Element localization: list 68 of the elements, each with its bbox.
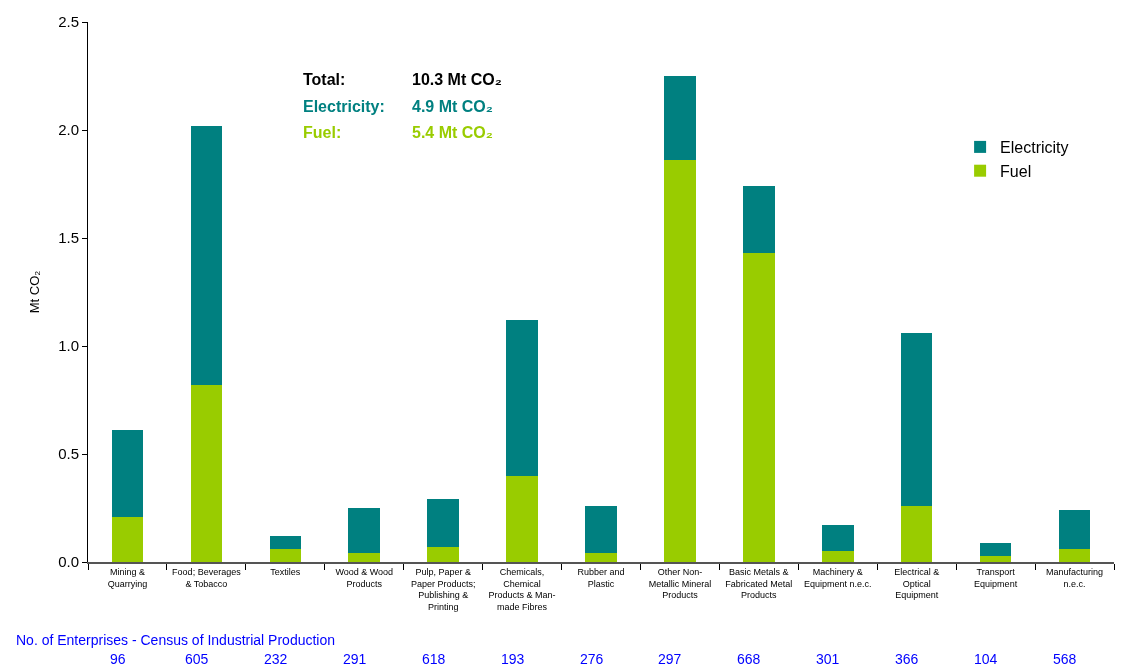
text: 193: [501, 651, 525, 666]
bar: [111, 516, 144, 562]
x-tick-label: Wood & Wood Products: [335, 566, 394, 589]
x-tick-label: Pulp, Paper & Paper Products; Publishing & Printing: [410, 566, 476, 612]
bar: [821, 551, 854, 562]
text: 668: [737, 651, 761, 666]
bar: [585, 505, 617, 554]
bar: [743, 186, 775, 254]
text: 366: [895, 651, 919, 666]
bar: [190, 384, 223, 562]
bar: [506, 320, 538, 476]
bar: [190, 125, 223, 385]
bar: [821, 525, 854, 552]
text: 297: [658, 651, 682, 666]
annotation: 5.4 Mt CO₂: [412, 124, 493, 141]
text: 276: [580, 651, 604, 666]
bar: [506, 475, 538, 562]
bar: [269, 536, 302, 550]
bar: [348, 508, 381, 554]
y-tick-label: 1.0: [58, 337, 79, 355]
bar: [427, 499, 459, 547]
bar: [585, 553, 617, 562]
x-tick-label: Other Non- Metallic Mineral Products: [648, 566, 712, 601]
text: 104: [974, 651, 998, 666]
bar: [1058, 510, 1091, 550]
text: No. of Enterprises - Census of Industrial Production: [16, 632, 336, 648]
annotation: 10.3 Mt CO₂: [412, 71, 502, 88]
x-tick-label: Machinery & Equipment n.e.c.: [804, 566, 872, 589]
text: 301: [816, 651, 840, 666]
x-tick-label: Rubber and Plastic: [577, 566, 625, 589]
y-tick-label: 0.0: [58, 553, 79, 571]
text: 96: [110, 651, 126, 666]
bar: [979, 542, 1012, 556]
annotation: Total:: [303, 71, 346, 88]
x-tick-label: Mining & Quarrying: [107, 566, 148, 589]
x-tick-label: Electrical & Optical Equipment: [894, 566, 940, 601]
x-tick-label: Textiles: [270, 566, 301, 577]
bar: [1058, 549, 1091, 562]
y-tick-label: 0.5: [58, 445, 79, 463]
bar: [664, 160, 696, 562]
bar: [111, 430, 144, 517]
x-tick-label: Chemicals, Chemical Products & Man- made Fibres: [488, 566, 556, 612]
text: 605: [185, 651, 209, 666]
bar: [269, 549, 302, 562]
annotation: Fuel:: [303, 124, 342, 141]
text: 232: [264, 651, 288, 666]
bar: [900, 333, 933, 506]
x-tick-label: Food; Beverages & Tobacco: [172, 566, 242, 589]
y-tick-label: 2.5: [58, 13, 79, 31]
x-tick-label: Basic Metals & Fabricated Metal Products: [725, 566, 793, 601]
text: 568: [1053, 651, 1077, 666]
x-tick-label: Transport Equipment: [974, 566, 1018, 589]
text: 291: [343, 651, 367, 666]
bar: [900, 505, 933, 562]
y-axis-title: Mt CO₂: [27, 270, 43, 314]
y-tick-label: 1.5: [58, 229, 79, 247]
bar: [348, 553, 381, 562]
y-tick-label: 2.0: [58, 121, 79, 139]
legend-label: Electricity: [1000, 139, 1069, 157]
legend-label: Fuel: [1000, 162, 1032, 180]
bar: [743, 253, 775, 562]
text: 618: [422, 651, 446, 666]
bar: [664, 76, 696, 161]
x-tick-label: Manufacturing n.e.c.: [1046, 566, 1104, 589]
annotation: Electricity:: [303, 98, 385, 115]
bar: [979, 555, 1012, 562]
bar: [427, 546, 459, 562]
annotation: 4.9 Mt CO₂: [412, 98, 493, 115]
